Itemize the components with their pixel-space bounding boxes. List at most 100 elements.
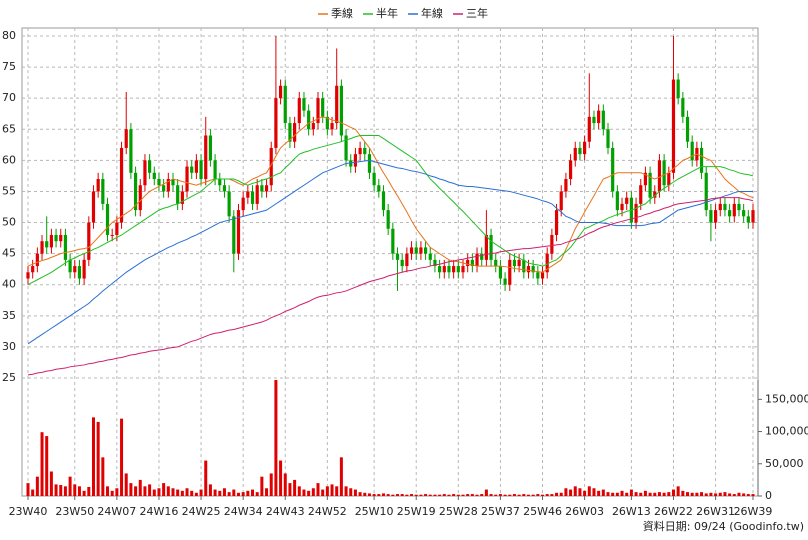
volume-bar: [274, 380, 278, 496]
legend-label: 季線: [331, 6, 353, 20]
x-tick-label: 24W52: [308, 505, 347, 518]
candle-body: [611, 147, 615, 192]
volume-bar: [255, 492, 259, 496]
volume-bar: [634, 492, 638, 496]
candle-body: [508, 259, 512, 285]
candle-body: [218, 179, 222, 186]
volume-bar: [106, 486, 110, 496]
candle-body: [213, 160, 217, 180]
volume-bar: [400, 494, 404, 496]
candle-body: [718, 203, 722, 211]
candle-body: [419, 247, 423, 254]
y-tick-label: 45: [2, 247, 16, 260]
candle-body: [526, 266, 531, 273]
y-tick-label: 75: [2, 60, 16, 73]
volume-bar: [503, 494, 507, 496]
volume-bar: [68, 476, 72, 496]
volume-bar: [433, 494, 437, 496]
volume-bar: [737, 492, 741, 496]
candle-body: [358, 147, 362, 155]
candle-body: [461, 266, 465, 273]
candle-body: [115, 222, 119, 235]
volume-bar: [452, 494, 456, 496]
volume-bar: [91, 417, 95, 496]
volume-bar: [190, 490, 194, 496]
candle-body: [311, 123, 315, 130]
volume-bar: [461, 494, 465, 496]
volume-bar: [536, 494, 540, 496]
volume-bar: [728, 493, 732, 496]
candle-body: [653, 191, 657, 198]
volume-bar: [597, 490, 601, 496]
volume-bar: [251, 489, 255, 496]
candle-body: [713, 210, 718, 223]
candle-body: [255, 185, 259, 204]
x-tick-label: 23W50: [55, 505, 94, 518]
candle-body: [657, 160, 662, 192]
volume-bar: [208, 484, 212, 496]
x-tick-label: 25W46: [523, 505, 562, 518]
volume-bar: [199, 489, 203, 496]
candle-body: [470, 259, 474, 267]
candle-body: [264, 185, 269, 192]
candle-body: [176, 185, 180, 204]
candle-body: [363, 147, 367, 155]
volume-bar: [667, 492, 671, 496]
x-tick-label: 26W13: [612, 505, 651, 518]
volume-bar: [573, 486, 577, 496]
volume-bar: [288, 483, 292, 496]
volume-bar: [339, 457, 343, 496]
volume-bar: [742, 493, 746, 496]
candle-body: [522, 259, 526, 273]
volume-bar: [410, 494, 414, 496]
volume-bar: [148, 484, 152, 496]
candle-body: [274, 98, 278, 148]
volume-bar: [751, 494, 755, 496]
volume-bar: [569, 489, 573, 496]
candle-body: [578, 147, 582, 155]
volume-bar: [484, 489, 488, 496]
volume-bar: [194, 492, 198, 496]
candle-body: [517, 259, 521, 267]
volume-bar: [293, 479, 297, 496]
candle-body: [615, 191, 619, 211]
volume-bar: [419, 494, 423, 496]
candle-body: [480, 253, 484, 260]
x-tick-label: 26W22: [654, 505, 693, 518]
volume-bar: [279, 460, 283, 496]
volume-bar: [700, 492, 704, 496]
candle-body: [321, 98, 325, 117]
volume-bar: [381, 493, 385, 496]
y-tick-label: 70: [2, 91, 16, 104]
volume-bar: [545, 494, 549, 496]
candle-body: [227, 191, 231, 217]
ma-line: [27, 159, 753, 345]
volume-bar: [428, 494, 432, 496]
volume-bar: [185, 488, 189, 496]
candle-body: [484, 234, 488, 260]
candle-body: [166, 179, 170, 192]
volume-bar: [625, 492, 629, 496]
candle-body: [26, 272, 30, 279]
ma-line: [27, 197, 754, 376]
volume-bar: [676, 486, 680, 496]
volume-bar: [470, 494, 474, 496]
volume-bar: [265, 488, 269, 496]
volume-bar: [120, 418, 124, 496]
volume-bar: [171, 488, 175, 496]
legend-label: 年線: [421, 6, 443, 20]
volume-bar: [447, 494, 451, 496]
candle-body: [667, 172, 671, 186]
candle-body: [512, 259, 517, 267]
candle-body: [59, 234, 63, 242]
candle-body: [428, 253, 432, 260]
candle-body: [554, 210, 559, 235]
candle-body: [568, 160, 573, 180]
volume-bar: [438, 494, 442, 496]
candle-body: [143, 160, 147, 186]
candle-body: [278, 85, 283, 99]
candle-body: [40, 241, 44, 254]
x-tick-label: 26W03: [565, 505, 604, 518]
volume-bar: [681, 490, 685, 496]
volume-bar: [466, 494, 470, 496]
